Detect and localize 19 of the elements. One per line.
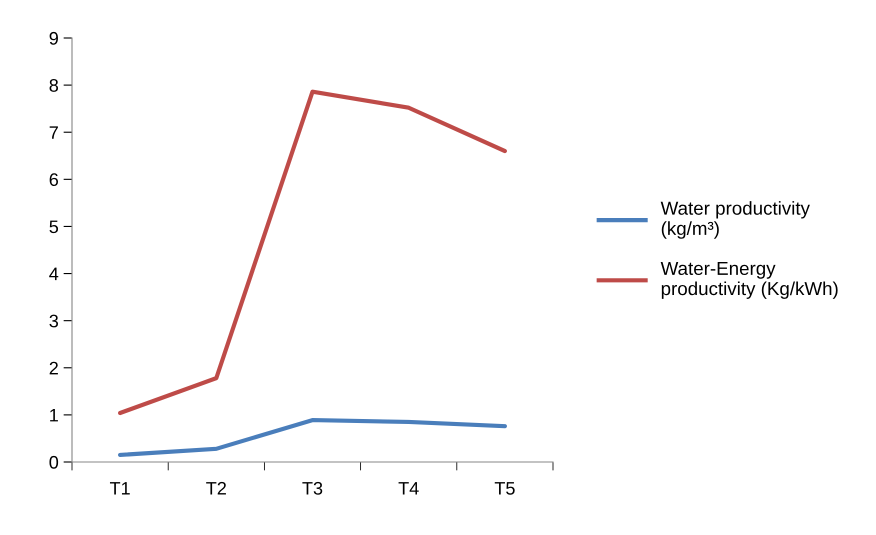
y-tick-label: 5: [49, 220, 58, 234]
y-tick-label: 0: [49, 456, 58, 469]
y-tick-label: 2: [50, 362, 58, 374]
y-tick-label: 4: [49, 268, 58, 280]
y-tick-label: 7: [50, 126, 58, 139]
y-tick-label: 3: [49, 314, 58, 328]
line-series: [118, 418, 507, 458]
y-tick-label: 6: [50, 173, 58, 186]
x-tick-label: T4: [398, 482, 419, 495]
legend-label: Water productivity (kg/m³): [660, 201, 810, 239]
x-tick-label: T3: [302, 482, 322, 495]
line-series: [118, 90, 507, 416]
x-tick-label: T2: [206, 482, 226, 495]
y-tick-label: 9: [50, 32, 58, 45]
y-tick-label: 1: [50, 409, 58, 422]
x-tick-label: T1: [110, 482, 130, 495]
legend-label: Water-Energy productivity (Kg/kWh): [660, 262, 838, 299]
x-tick-label: T5: [494, 482, 515, 495]
y-tick-label: 8: [50, 79, 58, 92]
